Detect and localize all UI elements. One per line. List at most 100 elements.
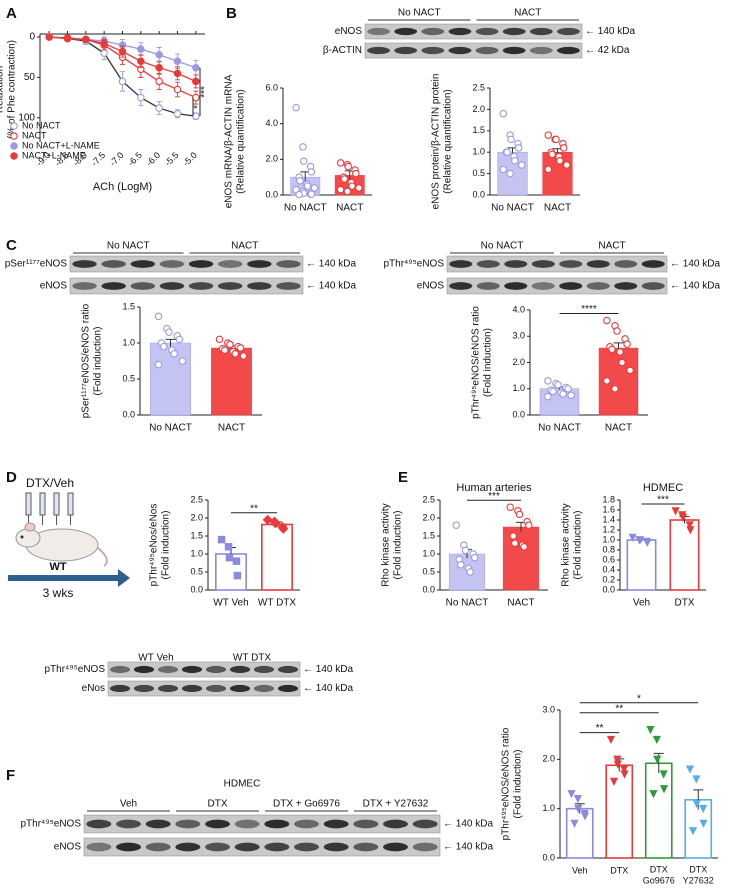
data-point [678, 513, 688, 522]
blot-size-label: ← 140 kDa [303, 683, 353, 694]
x-tick-label: WT DTX [258, 598, 296, 609]
data-point [603, 316, 611, 325]
x-tick-label: WT Veh [213, 598, 248, 609]
data-point [118, 77, 127, 86]
data-point [646, 725, 655, 735]
data-point [173, 85, 182, 94]
data-point [457, 561, 465, 569]
blot-band [421, 46, 445, 55]
y-axis-label: (Relative quantification) [236, 89, 247, 194]
y-tick-label: 4.0 [512, 304, 525, 314]
y-tick-label: 0.0 [422, 584, 435, 594]
blot-band [323, 842, 349, 852]
blot-band [86, 819, 112, 829]
blot-row-label: pSer¹¹⁷⁷eNOS [5, 259, 68, 270]
data-point [137, 57, 145, 65]
blot-band [145, 819, 171, 829]
blot-band [159, 282, 185, 290]
y-tick-label: 1.0 [472, 147, 485, 157]
blot-band [181, 684, 203, 693]
significance-label: * [637, 693, 641, 704]
data-point [173, 69, 182, 78]
blot-band [133, 684, 155, 693]
data-point [515, 510, 524, 519]
data-point [299, 143, 307, 151]
blot-band [181, 665, 203, 674]
blot-band [264, 842, 290, 852]
blot-band [476, 260, 500, 268]
data-point [499, 109, 508, 118]
data-point [623, 340, 631, 348]
y-tick-label: 0.2 [602, 574, 615, 584]
blot-strip [107, 680, 301, 697]
blot-band [412, 842, 438, 852]
panel-letter: B [226, 5, 237, 22]
x-tick-label: No NACT [446, 598, 489, 609]
blot-band [529, 27, 553, 36]
data-point [225, 553, 234, 562]
data-point [344, 162, 352, 171]
y-tick-label: 0.5 [422, 566, 435, 576]
bar [261, 523, 293, 591]
y-tick-label: 2.5 [472, 82, 485, 92]
data-point [233, 571, 242, 580]
y-tick-label: 1.2 [602, 524, 615, 534]
blot-row-label: eNOS [40, 281, 68, 292]
y-tick-label: 3.0 [542, 704, 555, 714]
y-tick-label: 0.4 [602, 564, 615, 574]
data-point [554, 381, 562, 389]
y-axis-label: eNOS protein/β-ACTIN protein [431, 74, 442, 210]
mouse-illustration [8, 492, 130, 587]
data-point [544, 165, 553, 174]
blot-group-label: DTX + Y27632 [363, 799, 429, 810]
y-tick-label: 2.0 [265, 154, 278, 164]
data-point [100, 49, 108, 57]
blot-band [253, 665, 275, 674]
data-point [173, 109, 182, 118]
data-point [307, 168, 316, 176]
chart-title: HDMEC [643, 482, 683, 494]
x-tick-label: NACT [507, 598, 534, 609]
y-tick-label: 6.0 [265, 82, 278, 92]
legend-label: No NACT+L-NAME [22, 140, 100, 150]
data-point [226, 340, 234, 349]
y-tick-label: 1.8 [602, 494, 615, 504]
data-point [278, 523, 289, 534]
blot-strip [446, 277, 668, 295]
blot-row-label: eNOS [417, 281, 445, 292]
data-point [613, 327, 621, 335]
data-point [544, 392, 552, 401]
data-point [82, 35, 90, 44]
y-tick-label: 2.5 [190, 494, 203, 504]
blot-band [502, 27, 526, 36]
y-tick-label: 1.5 [122, 301, 135, 311]
blot-size-label: ← 140 kDa [443, 819, 493, 830]
y-tick-label: 0.8 [602, 544, 615, 554]
blot-size-label: ← 140 kDa [306, 281, 356, 292]
data-point [559, 144, 568, 152]
data-point [100, 39, 108, 48]
blot-strip [69, 255, 304, 273]
y-axis-label: eNOS mRNA/β-ACTIN mRNA [224, 74, 235, 208]
bar [644, 762, 673, 859]
y-axis-label: pThr⁴⁹⁵eNos/eNos [149, 504, 160, 587]
x-tick-label: Veh [633, 598, 650, 609]
blot-band [294, 819, 319, 829]
blot-band [175, 819, 201, 829]
blot-strip [69, 277, 304, 295]
data-point [507, 135, 515, 144]
y-axis-label: pThr⁴⁹⁵eNOS/eNOS ratio [501, 727, 512, 840]
panel-letter: D [6, 469, 17, 486]
y-tick-label: 1.0 [512, 383, 525, 393]
blot-band [448, 27, 472, 36]
data-point [517, 161, 526, 169]
blot-band [247, 282, 272, 290]
data-point [653, 755, 662, 764]
y-tick-label: 1.0 [190, 548, 203, 558]
blot-row-label: eNOS [54, 842, 82, 853]
data-point [556, 157, 564, 165]
y-tick-label: 0.5 [190, 566, 203, 576]
blot-band [476, 282, 500, 290]
data-point [471, 553, 479, 562]
data-point [155, 51, 163, 59]
